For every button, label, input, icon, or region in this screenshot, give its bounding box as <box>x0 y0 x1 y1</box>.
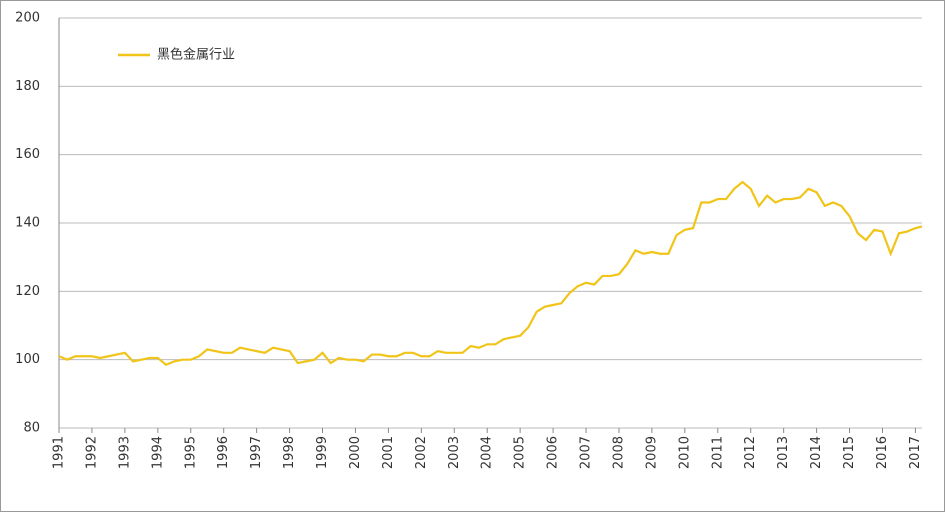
x-tick-label: 1998 <box>282 436 297 469</box>
x-tick-label: 2017 <box>908 436 923 469</box>
x-tick-label: 1999 <box>315 436 330 469</box>
x-tick-label: 2008 <box>611 436 626 469</box>
x-tick-label: 2002 <box>414 436 429 469</box>
y-tick-label: 200 <box>15 11 40 26</box>
x-tick-label: 2015 <box>842 436 857 469</box>
x-tick-label: 2012 <box>743 436 758 469</box>
x-tick-label: 1994 <box>150 436 165 469</box>
x-tick-label: 1991 <box>52 436 67 469</box>
y-tick-label: 180 <box>15 79 40 94</box>
x-tick-label: 2016 <box>875 436 890 469</box>
x-tick-label: 2009 <box>644 436 659 469</box>
y-tick-label: 100 <box>15 352 40 367</box>
line <box>58 180 923 367</box>
x-tick-label: 2011 <box>710 436 725 469</box>
x-tick-label: 2004 <box>480 436 495 469</box>
y-tick-label: 120 <box>15 284 40 299</box>
y-tick-label: 140 <box>15 216 40 231</box>
x-tick-label: 2007 <box>579 436 594 469</box>
y-tick-label: 80 <box>23 421 40 436</box>
x-tick-label: 2014 <box>809 436 824 469</box>
x-tick-label: 1996 <box>216 436 231 469</box>
x-tick-label: 2013 <box>776 436 791 469</box>
x-tick-label: 1993 <box>117 436 132 469</box>
x-tick-label: 2000 <box>348 436 363 469</box>
legend-label: 黑色金属行业 <box>157 47 235 63</box>
x-tick-label: 1997 <box>249 436 264 469</box>
x-tick-label: 1995 <box>183 436 198 469</box>
x-tick-label: 2003 <box>447 436 462 469</box>
x-tick-label: 2001 <box>381 436 396 469</box>
x-tick-label: 2006 <box>546 436 561 469</box>
x-tick-label: 2010 <box>677 436 692 469</box>
y-tick-label: 160 <box>15 147 40 162</box>
x-tick-label: 1992 <box>84 436 99 469</box>
x-tick-label: 2005 <box>513 436 528 469</box>
